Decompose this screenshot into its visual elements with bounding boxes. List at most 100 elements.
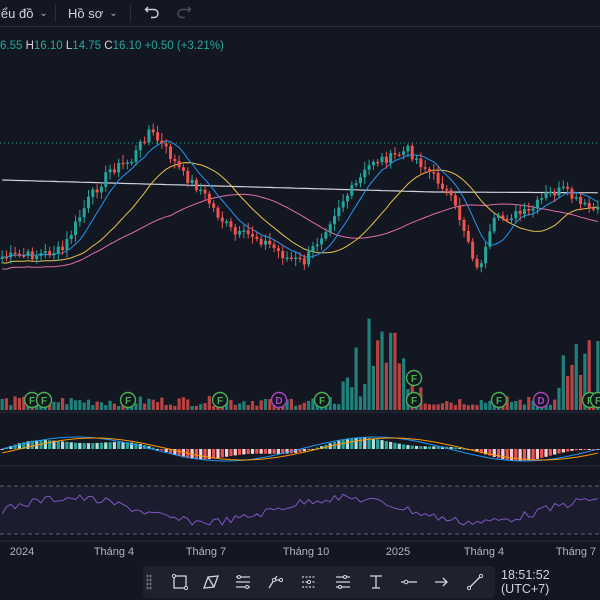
candle-body bbox=[363, 169, 367, 178]
candle-body bbox=[216, 207, 220, 218]
macd-bar bbox=[501, 449, 505, 460]
macd-bar bbox=[410, 445, 414, 449]
volume-bar bbox=[104, 405, 108, 410]
undo-button[interactable] bbox=[144, 4, 160, 20]
macd-bar bbox=[518, 449, 522, 461]
arrow-icon bbox=[435, 577, 448, 587]
macd-bar bbox=[216, 449, 220, 459]
price-chart[interactable]: FFFFDFFFFDFF bbox=[0, 0, 600, 542]
time-tick: 2024 bbox=[9, 546, 35, 558]
candle-body bbox=[86, 196, 90, 209]
event-marker-icon bbox=[35, 391, 53, 409]
profile-dropdown[interactable]: Hồ sơ ⌄ bbox=[68, 5, 118, 21]
candle-body bbox=[302, 258, 306, 265]
macd-bar bbox=[591, 449, 596, 450]
candle-body bbox=[406, 145, 410, 152]
redo-button[interactable] bbox=[176, 4, 192, 20]
candle-body bbox=[592, 208, 596, 210]
macd-bar bbox=[17, 443, 22, 449]
macd-bar bbox=[48, 440, 52, 449]
volume-bar bbox=[242, 401, 246, 410]
candle-body bbox=[56, 246, 60, 254]
macd-bar bbox=[587, 449, 591, 450]
volume-bar bbox=[328, 397, 332, 410]
horizontal-line-tool[interactable] bbox=[399, 572, 419, 592]
event-marker-icon bbox=[270, 391, 288, 409]
macd-bar bbox=[527, 449, 531, 461]
candle-body bbox=[384, 156, 388, 164]
macd-bar bbox=[250, 449, 255, 454]
candle-body bbox=[427, 168, 431, 172]
macd-bar bbox=[488, 449, 492, 456]
trend-line-tool[interactable] bbox=[465, 572, 485, 592]
candle-body bbox=[341, 201, 345, 208]
rsi-line bbox=[1, 493, 598, 526]
macd-bar bbox=[557, 449, 561, 454]
ma-slow-line bbox=[2, 193, 598, 270]
candle-body bbox=[294, 257, 298, 260]
volume-bar bbox=[177, 398, 181, 410]
fib-tool[interactable] bbox=[233, 572, 253, 592]
chart-type-dropdown[interactable]: iểu đồ ⌄ bbox=[0, 5, 48, 21]
candle-body bbox=[466, 230, 470, 242]
macd-bar bbox=[181, 449, 186, 458]
volume-bar bbox=[9, 405, 13, 410]
candle-body bbox=[134, 150, 138, 162]
projection-tool[interactable] bbox=[333, 572, 353, 592]
macd-bar bbox=[384, 441, 388, 449]
volume-bar bbox=[190, 405, 194, 410]
macd-bar bbox=[121, 441, 125, 449]
macd-bar bbox=[406, 445, 410, 449]
macd-bar bbox=[553, 449, 557, 455]
macd-bar bbox=[199, 449, 203, 460]
macd-bar bbox=[0, 449, 4, 450]
macd-bar bbox=[104, 442, 108, 449]
macd-bar bbox=[268, 449, 272, 454]
change-value: +0.50 (+3.21%) bbox=[144, 40, 224, 52]
macd-bar bbox=[427, 446, 432, 449]
candle-body bbox=[410, 145, 414, 160]
volume-bar bbox=[488, 400, 492, 410]
time-axis: 2024 Tháng 4 Tháng 7 Tháng 10 2025 Tháng… bbox=[0, 542, 600, 564]
candle-body bbox=[186, 170, 190, 184]
macd-bar bbox=[535, 449, 540, 459]
macd-bar bbox=[272, 449, 276, 454]
event-marker-label: F bbox=[595, 396, 600, 407]
volume-bar bbox=[203, 403, 207, 410]
candle-body bbox=[125, 162, 129, 165]
fib-icon bbox=[236, 575, 250, 589]
volume-bar bbox=[462, 404, 466, 410]
candle-body bbox=[220, 217, 224, 222]
macd-bar bbox=[168, 449, 173, 454]
anchor-tool[interactable] bbox=[366, 572, 386, 592]
macd-bar bbox=[78, 442, 82, 449]
candle-body bbox=[522, 209, 526, 214]
macd-bar bbox=[263, 449, 268, 454]
event-marker-label: F bbox=[319, 396, 325, 407]
candle-body bbox=[479, 263, 483, 268]
macd-bar bbox=[458, 447, 462, 449]
candle-body bbox=[484, 246, 488, 264]
candle-body bbox=[419, 158, 423, 168]
candle-body bbox=[432, 171, 436, 174]
volume-bar bbox=[285, 399, 289, 410]
pattern-tool[interactable] bbox=[299, 572, 319, 592]
drag-handle[interactable] bbox=[146, 574, 152, 590]
candle-body bbox=[561, 186, 565, 189]
candle-body bbox=[328, 224, 332, 233]
path-tool[interactable] bbox=[266, 572, 286, 592]
candle-body bbox=[177, 161, 181, 168]
chart-type-label: iểu đồ bbox=[0, 5, 34, 21]
macd-bar bbox=[108, 442, 112, 449]
brush-tool[interactable] bbox=[201, 572, 221, 592]
volume-bar bbox=[86, 399, 91, 410]
rectangle-tool[interactable] bbox=[170, 572, 190, 592]
clock-timezone[interactable]: 18:51:52 (UTC+7) bbox=[495, 566, 600, 598]
volume-bar bbox=[566, 375, 570, 410]
macd-bar bbox=[505, 449, 509, 460]
macd-bar bbox=[86, 443, 91, 449]
volume-bar bbox=[78, 400, 82, 410]
arrow-tool[interactable] bbox=[432, 572, 452, 592]
candle-body bbox=[99, 186, 103, 193]
time-tick: Tháng 7 bbox=[555, 546, 597, 558]
